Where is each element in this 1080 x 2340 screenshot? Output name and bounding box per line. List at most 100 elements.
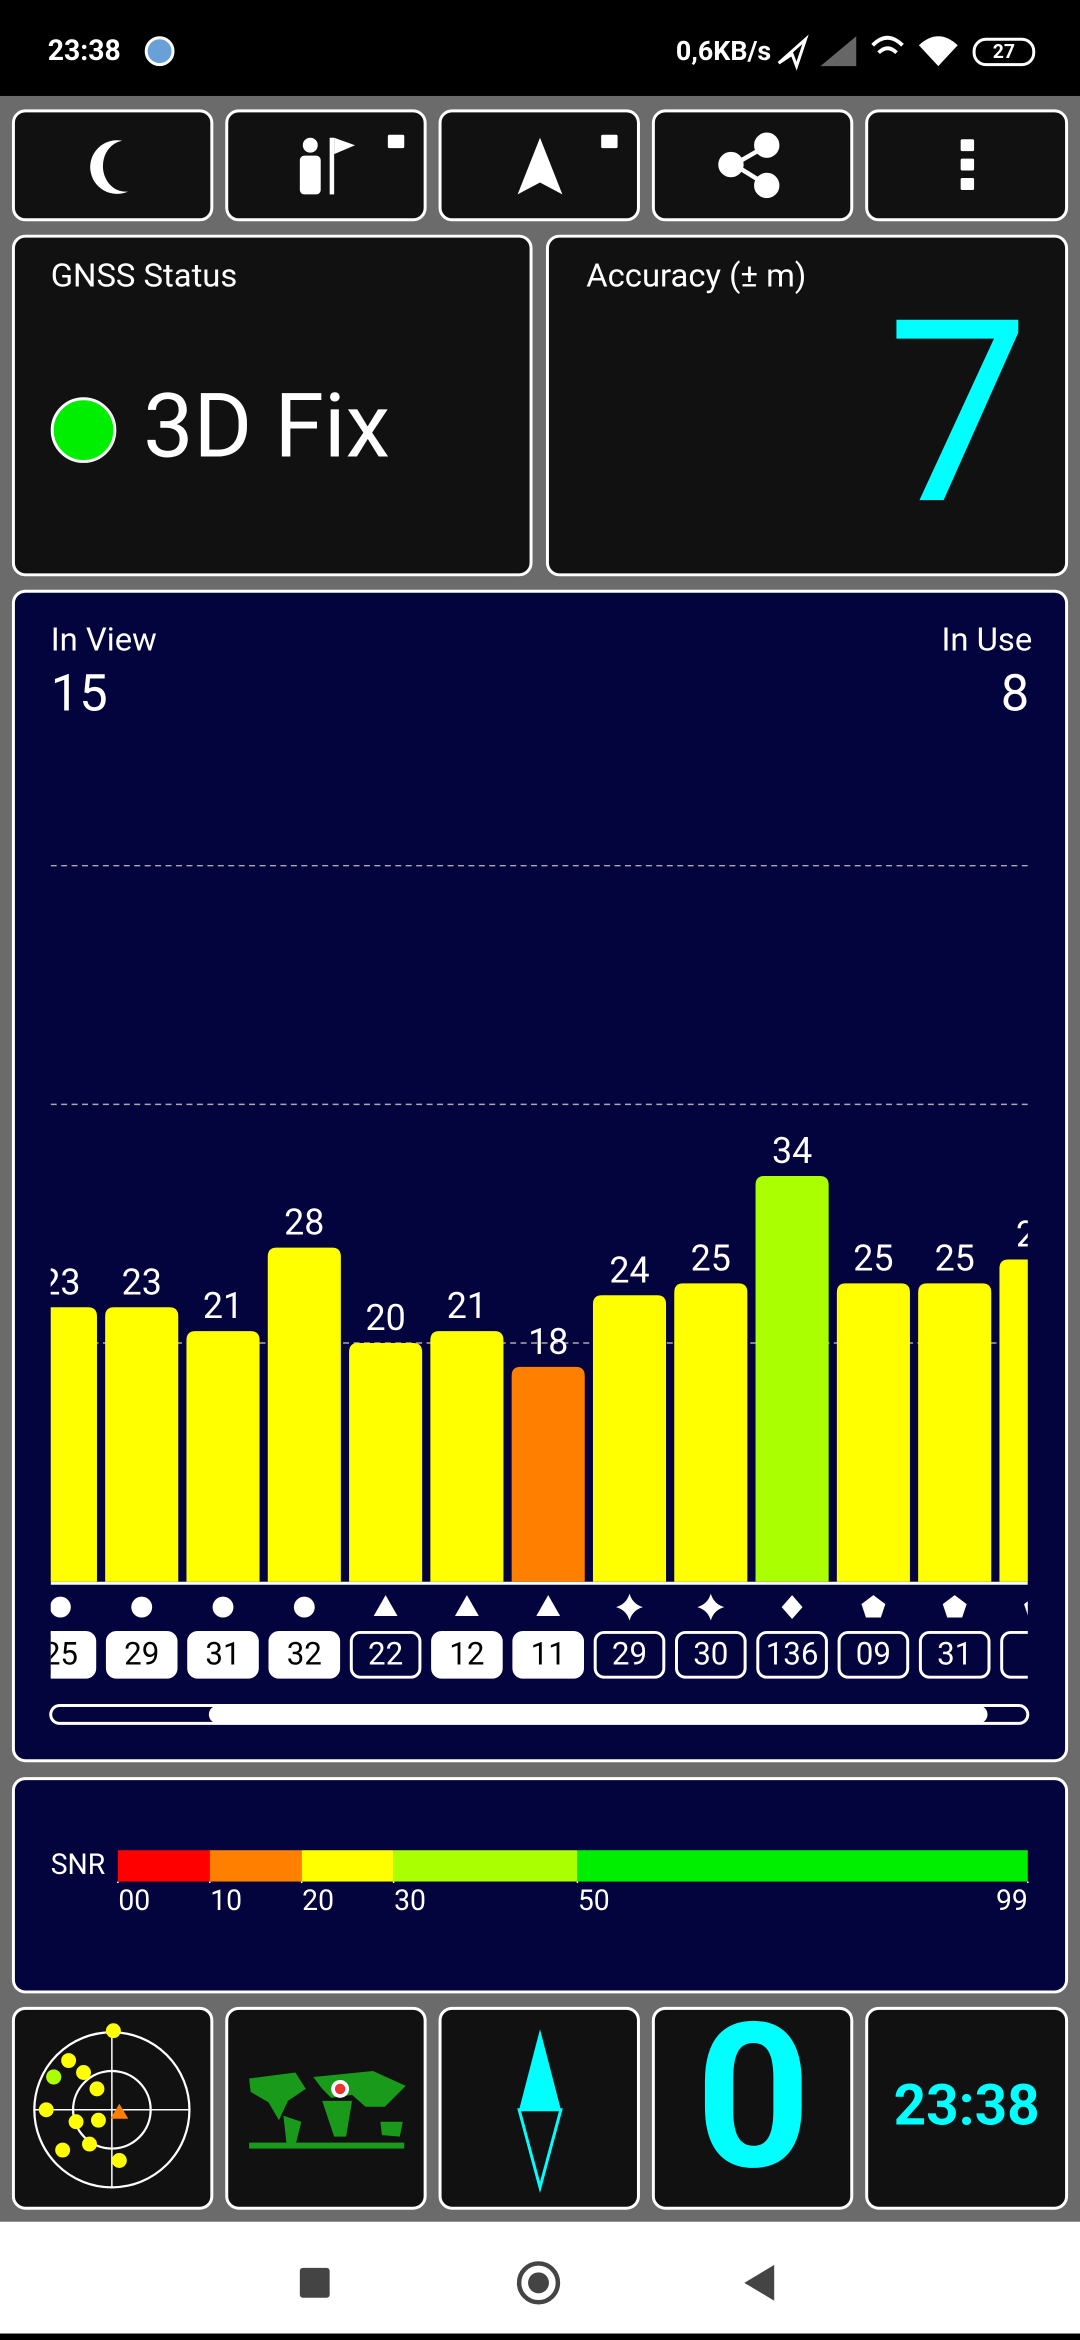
person-flag-icon [299, 134, 405, 195]
snr-segment [393, 1850, 578, 1882]
constellation-marker [50, 1596, 71, 1618]
battery-icon [972, 37, 1036, 67]
snr-segment [301, 1850, 394, 1882]
bar-value-label: 21 [203, 1285, 243, 1327]
satellite-id: 3 [1027, 1636, 1045, 1673]
scroll-thumb[interactable] [208, 1705, 988, 1724]
satellite-id-badge [50, 1630, 97, 1679]
accuracy-tile [545, 234, 1069, 577]
bar-value-label: 23 [40, 1261, 80, 1303]
clock-tile[interactable] [865, 2006, 1069, 2210]
hotspot-icon [871, 35, 904, 55]
bar-value-label: 25 [935, 1237, 975, 1279]
satellite-id-badge [756, 1630, 828, 1679]
constellation-marker [1024, 1601, 1028, 1616]
satellite-id: 29 [612, 1636, 647, 1673]
signal-bar [999, 1259, 1028, 1582]
signal-bar [918, 1283, 992, 1582]
bar-value-label: 25 [853, 1237, 893, 1279]
menu-icon [960, 139, 975, 190]
constellation-marker [293, 1596, 315, 1618]
in-use-label: In Use [941, 622, 1032, 660]
signal-chart: 23 25 23 29 21 31 28 32 20 22 21 12 18 11 24 29 25 30 34 13… [40, 864, 1045, 1679]
toolbar [11, 109, 1069, 222]
satellite-id: 136 [766, 1636, 819, 1673]
constellation-marker [536, 1595, 561, 1617]
satellite-id: 29 [124, 1636, 159, 1673]
world-map-icon [249, 2070, 406, 2149]
satellite-id: 31 [205, 1636, 240, 1673]
location-icon [777, 34, 809, 71]
mode-button[interactable] [225, 109, 427, 222]
signal-bar [267, 1247, 341, 1582]
in-view-value: 15 [51, 665, 108, 724]
constellation-marker [454, 1595, 479, 1617]
arrow-icon [517, 137, 563, 195]
in-use-value: 8 [1001, 665, 1029, 724]
snr-tick-label: 50 [578, 1884, 610, 1917]
snr-tick-label: 20 [302, 1884, 334, 1917]
in-view-label: In View [51, 622, 157, 660]
status-speed: 0,6KB/s [676, 35, 771, 67]
satellite-id-badge [675, 1630, 747, 1679]
snr-segment [209, 1850, 302, 1882]
snr-segment [117, 1850, 210, 1882]
satellite-id-badge [593, 1630, 666, 1679]
gnss-status-label: GNSS Status [51, 258, 238, 296]
satellite-id-badge [837, 1630, 910, 1679]
signal-bar [349, 1343, 423, 1582]
constellation-marker [781, 1595, 803, 1620]
satellite-id: 31 [937, 1636, 972, 1673]
night-mode-button[interactable] [11, 109, 214, 222]
satellite-id-badge [105, 1630, 178, 1679]
constellation-marker [616, 1593, 643, 1621]
wifi-icon [918, 36, 958, 67]
satellite-id: 12 [449, 1636, 484, 1673]
satellite-id: 25 [43, 1636, 78, 1673]
satellite-id-badge [512, 1630, 585, 1679]
satellite-id: 09 [856, 1636, 891, 1673]
constellation-marker [942, 1595, 967, 1618]
signal-bar [186, 1331, 260, 1582]
signal-icon [820, 36, 857, 67]
bar-value-label: 23 [122, 1261, 162, 1303]
bar-value-label: 28 [284, 1202, 324, 1244]
home-button[interactable] [516, 2261, 561, 2305]
satellite-id-badge [268, 1630, 341, 1679]
moon-icon [90, 140, 129, 194]
satellite-id-badge [187, 1630, 259, 1679]
app-icon [144, 36, 175, 67]
snr-tick-label: 30 [394, 1884, 426, 1917]
satellite-id-badge [431, 1630, 503, 1679]
signal-bar [836, 1283, 910, 1582]
satellite-id: 11 [531, 1636, 566, 1673]
share-button[interactable] [651, 109, 854, 222]
speed-tile[interactable] [651, 2006, 854, 2210]
satellite-id-badge [918, 1630, 991, 1679]
signal-bar [511, 1366, 585, 1582]
satellite-id-badge [1000, 1630, 1028, 1679]
speed-value: 0 [696, 1980, 812, 2216]
constellation-marker [212, 1596, 234, 1618]
snr-tick-label: 10 [210, 1884, 242, 1917]
signal-bar [105, 1307, 179, 1582]
bar-value-label: 25 [691, 1237, 731, 1279]
battery-level: 27 [993, 40, 1015, 63]
back-button[interactable] [744, 2264, 775, 2301]
status-bar [0, 6, 1080, 96]
snr-label: SNR [51, 1848, 106, 1881]
satellite-id-badge [349, 1630, 422, 1679]
status-time: 23:38 [48, 34, 121, 67]
bar-value-label: 21 [447, 1285, 487, 1327]
snr-segment [577, 1850, 1028, 1882]
snr-panel [11, 1777, 1069, 1994]
fix-indicator [50, 397, 117, 463]
signal-bar [430, 1331, 504, 1582]
recents-button[interactable] [299, 2267, 330, 2298]
bar-value-label: 34 [772, 1130, 812, 1172]
signal-panel [11, 589, 1069, 1763]
constellation-marker [373, 1595, 398, 1617]
